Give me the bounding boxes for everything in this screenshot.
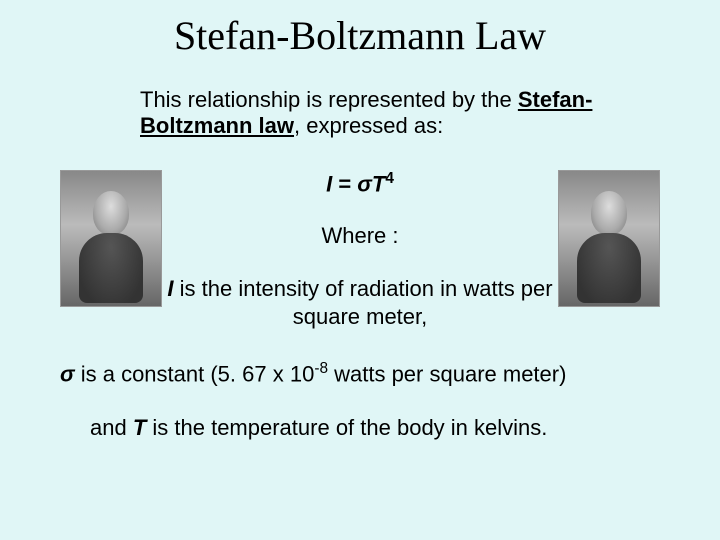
symbol-sigma: σ [60, 361, 75, 386]
portrait-boltzmann [558, 170, 660, 307]
formula-exponent: 4 [385, 170, 394, 187]
symbol-t: T [133, 415, 146, 440]
def-t-prefix: and [90, 415, 133, 440]
formula-var: T [372, 171, 385, 196]
formula-equals: = [332, 171, 357, 196]
def-sigma-after: watts per square meter) [328, 361, 566, 386]
def-sigma-exp: -8 [314, 360, 328, 377]
def-sigma-before: is a constant (5. 67 x 10 [75, 361, 315, 386]
def-t-suffix: is the temperature of the body in kelvin… [146, 415, 547, 440]
portrait-stefan [60, 170, 162, 307]
intro-suffix: , expressed as: [294, 113, 443, 138]
definition-sigma: σ is a constant (5. 67 x 10-8 watts per … [60, 360, 680, 387]
intro-prefix: This relationship is represented by the [140, 87, 518, 112]
definition-intensity: I is the intensity of radiation in watts… [140, 275, 580, 330]
intro-text: This relationship is represented by the … [140, 87, 600, 140]
slide-title: Stefan-Boltzmann Law [0, 0, 720, 63]
slide-root: Stefan-Boltzmann Law This relationship i… [0, 0, 720, 540]
formula-sigma: σ [357, 171, 372, 196]
definition-temperature: and T is the temperature of the body in … [90, 415, 680, 441]
def-i-text: is the intensity of radiation in watts p… [174, 276, 553, 329]
